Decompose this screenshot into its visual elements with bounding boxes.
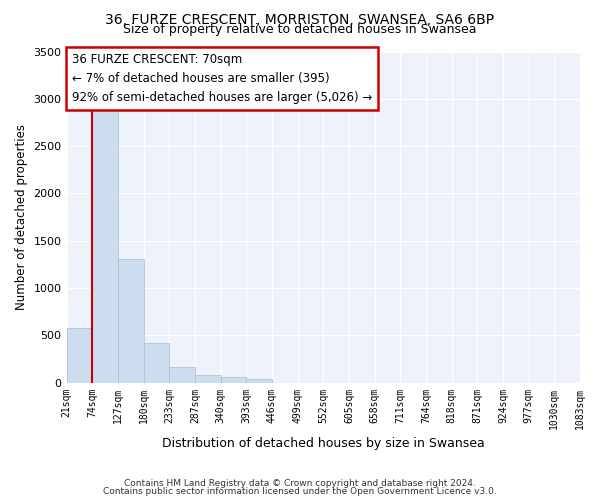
X-axis label: Distribution of detached houses by size in Swansea: Distribution of detached houses by size … — [162, 437, 485, 450]
Bar — [92, 106, 118, 382]
Bar — [221, 377, 246, 382]
Bar — [67, 328, 92, 382]
Text: Size of property relative to detached houses in Swansea: Size of property relative to detached ho… — [123, 24, 477, 36]
Text: Contains HM Land Registry data © Crown copyright and database right 2024.: Contains HM Land Registry data © Crown c… — [124, 478, 476, 488]
Bar — [246, 379, 272, 382]
Bar — [143, 344, 169, 382]
Text: 36 FURZE CRESCENT: 70sqm
← 7% of detached houses are smaller (395)
92% of semi-d: 36 FURZE CRESCENT: 70sqm ← 7% of detache… — [71, 53, 372, 104]
Text: Contains public sector information licensed under the Open Government Licence v3: Contains public sector information licen… — [103, 487, 497, 496]
Y-axis label: Number of detached properties: Number of detached properties — [15, 124, 28, 310]
Text: 36, FURZE CRESCENT, MORRISTON, SWANSEA, SA6 6BP: 36, FURZE CRESCENT, MORRISTON, SWANSEA, … — [106, 12, 494, 26]
Bar — [118, 258, 143, 382]
Bar — [169, 366, 195, 382]
Bar — [195, 375, 221, 382]
